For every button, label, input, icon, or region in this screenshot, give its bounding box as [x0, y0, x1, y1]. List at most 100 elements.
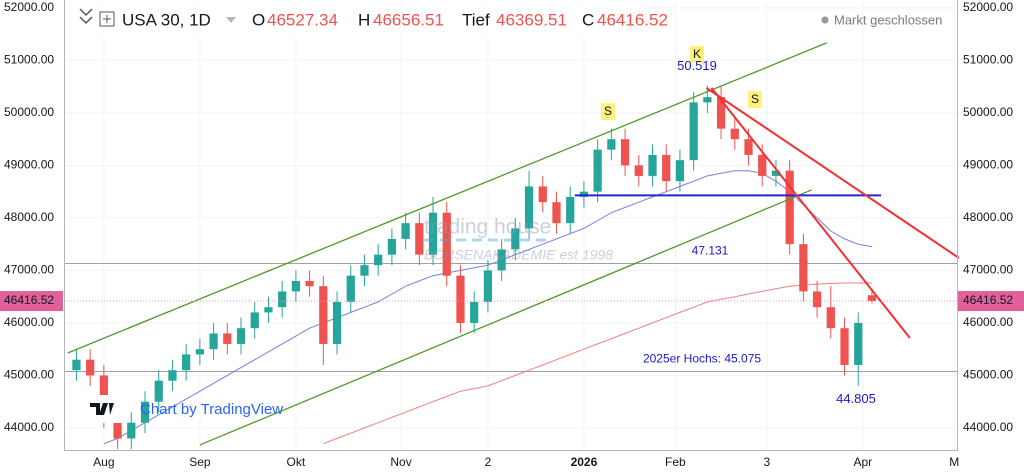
- candle-body: [182, 354, 191, 371]
- candle-body: [319, 286, 328, 344]
- candle-body: [675, 160, 685, 182]
- marker-bg: [690, 46, 704, 63]
- symbol-title[interactable]: USA 30, 1D: [122, 10, 211, 29]
- trendline: [199, 189, 812, 446]
- tv-watermark: Chart by TradingView: [84, 395, 283, 423]
- candle-body: [538, 186, 547, 203]
- x-tick-label: Sep: [189, 455, 211, 469]
- candle-body: [346, 275, 355, 302]
- extreme-label: 44.805: [836, 391, 876, 406]
- y-tick-label-right: 51000.00: [963, 53, 1013, 67]
- x-tick-label: Okt: [287, 455, 306, 469]
- candle-body: [771, 170, 781, 176]
- candle-body: [470, 301, 479, 323]
- candle-body: [552, 202, 561, 224]
- candle-body: [662, 154, 671, 182]
- collapse-icon[interactable]: [79, 8, 93, 25]
- watermark: BÖRSENAKADEMIE est 1998: [424, 246, 613, 263]
- trendline: [710, 87, 911, 339]
- candle-body: [812, 291, 822, 308]
- y-tick-label-right: 47000.00: [963, 263, 1013, 277]
- candle-body: [703, 97, 712, 103]
- candle-body: [140, 401, 150, 423]
- moving-average: [323, 282, 872, 445]
- candle-body: [278, 291, 287, 308]
- y-tick-label-right: 49000.00: [963, 158, 1013, 172]
- status-dot: [821, 16, 829, 24]
- x-tick-label: 2: [485, 455, 492, 469]
- y-tick-label: 52000.00: [4, 0, 54, 14]
- y-tick-label-right: 46000.00: [963, 315, 1013, 329]
- compare-icon[interactable]: [99, 11, 115, 27]
- candle-body: [223, 333, 232, 344]
- candle-body: [360, 265, 369, 276]
- candle-body: [72, 359, 81, 371]
- candle-body: [785, 170, 794, 245]
- y-tick-label: 51000.00: [4, 53, 54, 67]
- x-tick-label: M: [949, 455, 959, 469]
- candle-body: [456, 275, 465, 323]
- dropdown[interactable]: [226, 17, 236, 23]
- candle-body: [579, 191, 589, 197]
- ohlc-label: O: [252, 10, 265, 29]
- candle-body: [744, 139, 753, 155]
- price-badge: [0, 291, 63, 312]
- tv-logo: [90, 403, 114, 415]
- price-badge: [958, 291, 1024, 312]
- trendline: [705, 87, 960, 259]
- y-tick-label-right: 48000.00: [963, 210, 1013, 224]
- candle-body: [86, 359, 95, 376]
- price-badge-label: 46416.52: [4, 293, 54, 307]
- y-tick-label: 47000.00: [4, 263, 54, 277]
- plot: 47.131 2025er Hochs: 45.075 S K S 50.519 44.80…: [65, 42, 960, 449]
- candle-body: [497, 249, 506, 271]
- extreme-label: 50.519: [677, 58, 717, 73]
- candle-body: [854, 322, 863, 365]
- candle-body: [716, 97, 726, 129]
- candle-body: [113, 417, 122, 439]
- candle-body: [374, 254, 383, 266]
- candle-body: [154, 380, 163, 402]
- price-badge-label: 46416.52: [963, 293, 1013, 307]
- candle-body: [195, 349, 204, 355]
- y-tick-label: 49000.00: [4, 158, 54, 172]
- marker: S: [604, 104, 612, 118]
- candle-body: [593, 149, 602, 192]
- candle-body: [168, 370, 177, 381]
- candle-body: [305, 280, 314, 287]
- candle-body: [524, 186, 534, 229]
- y-tick-label-right: 52000.00: [963, 0, 1013, 14]
- marker-bg: [601, 103, 615, 120]
- level-label: 2025er Hochs: 45.075: [643, 352, 761, 366]
- candle-body: [799, 244, 808, 292]
- candle-body: [758, 154, 767, 176]
- candle-body: [689, 102, 698, 161]
- watermark: trading house: [424, 216, 551, 239]
- y-tick-label-right: 45000.00: [963, 368, 1013, 382]
- candle-body: [127, 422, 136, 439]
- candle-body: [401, 223, 410, 239]
- y-tick-label-right: 44000.00: [963, 420, 1013, 434]
- x-tick-label: Aug: [93, 455, 114, 469]
- candle-body: [730, 128, 739, 140]
- candle-body: [620, 139, 630, 166]
- plus: [103, 15, 111, 23]
- watermark[interactable]: Chart by TradingView: [140, 401, 283, 418]
- ohlc-label: Tief: [462, 10, 490, 29]
- marker-bg: [748, 91, 762, 108]
- x-tick-label: 2026: [571, 455, 598, 469]
- candle-body: [209, 333, 218, 350]
- marker: S: [751, 92, 759, 106]
- ohlc-label: C: [582, 10, 594, 29]
- ohlc-value: 46656.51: [373, 10, 444, 29]
- y-tick-label: 50000.00: [4, 105, 54, 119]
- level-label: 47.131: [692, 244, 729, 258]
- candle-body: [387, 238, 397, 255]
- broker-watermark: trading house BÖRSENAKADEMIE est 1998: [424, 216, 613, 263]
- y-tick-label: 44000.00: [4, 420, 54, 434]
- candle-body: [428, 212, 438, 255]
- x-tick-label: 3: [763, 455, 770, 469]
- candle-body: [826, 307, 835, 329]
